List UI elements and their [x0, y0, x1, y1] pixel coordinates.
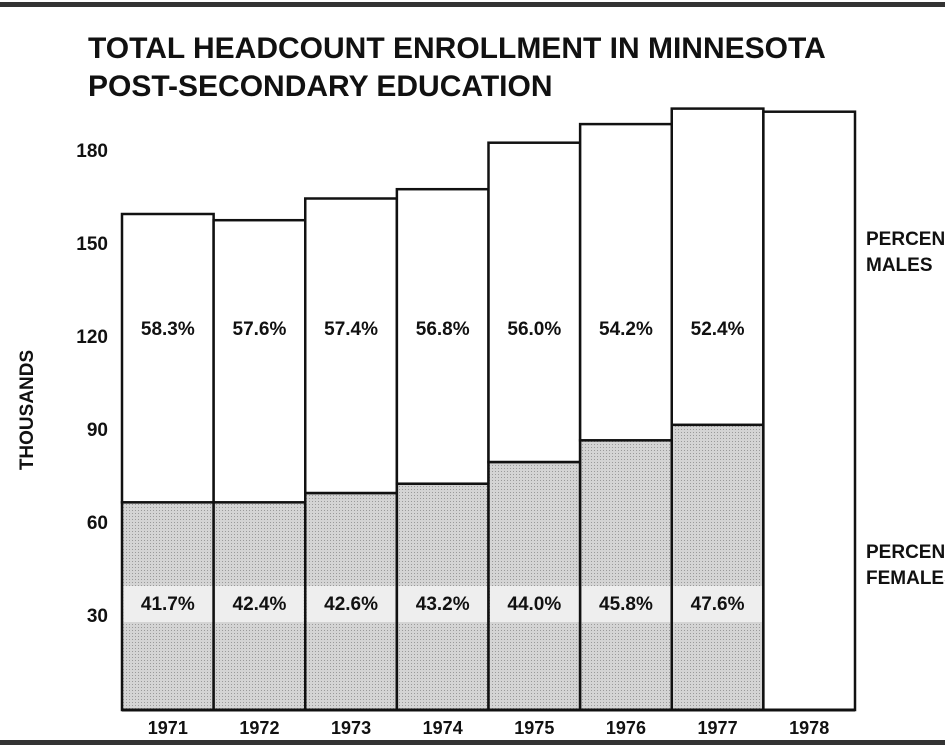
- bar-segment: [578, 439, 673, 712]
- bar-label: 43.2%: [416, 594, 470, 615]
- bar-label: 54.2%: [599, 319, 653, 340]
- y-tick-label: 60: [87, 513, 108, 534]
- x-tick-label: 1973: [331, 718, 371, 738]
- x-tick-label: 1974: [423, 718, 463, 738]
- chart-title: POST-SECONDARY EDUCATION: [88, 70, 553, 103]
- y-tick-label: 90: [87, 420, 108, 441]
- y-tick-label: 150: [76, 234, 108, 255]
- bar-label: 44.0%: [507, 594, 561, 615]
- bar-segment: [120, 212, 215, 504]
- x-tick-label: 1972: [239, 718, 279, 738]
- legend-label: MALES: [866, 255, 933, 276]
- label-band: [306, 586, 396, 622]
- bar-segment: [304, 197, 399, 495]
- bar-label: 45.8%: [599, 594, 653, 615]
- bar-label: 42.6%: [324, 594, 378, 615]
- x-tick-label: 1977: [698, 718, 738, 738]
- bar-segment: [670, 107, 765, 427]
- bar-label: 47.6%: [691, 594, 745, 615]
- label-band: [581, 586, 671, 622]
- legend-label: FEMALES: [866, 568, 945, 589]
- y-tick-label: 120: [76, 327, 108, 348]
- label-band: [398, 586, 487, 622]
- bar-segment: [670, 423, 765, 712]
- bar-segment: [578, 122, 673, 442]
- bar-segment: [395, 187, 490, 485]
- legend-label: PERCENT: [866, 229, 945, 250]
- bar-label: 41.7%: [141, 594, 195, 615]
- x-tick-label: 1975: [514, 718, 554, 738]
- x-tick-label: 1971: [148, 718, 188, 738]
- label-band: [123, 586, 213, 622]
- bar-label: 56.0%: [507, 319, 561, 340]
- bar-label: 56.8%: [416, 319, 470, 340]
- y-tick-label: 30: [87, 606, 108, 627]
- bar-segment: [212, 218, 307, 504]
- label-band: [490, 586, 579, 622]
- bar-segment: [762, 110, 857, 712]
- bottom-rule: [0, 740, 945, 745]
- top-rule: [0, 2, 945, 7]
- x-tick-label: 1976: [606, 718, 646, 738]
- bar-label: 42.4%: [233, 594, 287, 615]
- legend-label: PERCENT: [866, 542, 945, 563]
- bar-label: 52.4%: [691, 319, 745, 340]
- label-band: [673, 586, 762, 622]
- y-axis-label: THOUSANDS: [17, 350, 38, 470]
- bar-segment: [487, 141, 582, 464]
- bar-label: 57.6%: [233, 319, 287, 340]
- bar-label: 57.4%: [324, 319, 378, 340]
- bar-label: 58.3%: [141, 319, 195, 340]
- x-tick-label: 1978: [789, 718, 829, 738]
- y-tick-label: 180: [76, 141, 108, 162]
- chart-title: TOTAL HEADCOUNT ENROLLMENT IN MINNESOTA: [88, 32, 826, 65]
- label-band: [215, 586, 304, 622]
